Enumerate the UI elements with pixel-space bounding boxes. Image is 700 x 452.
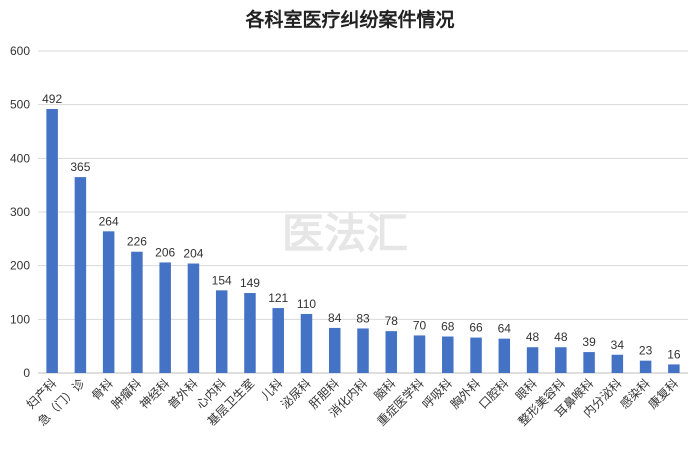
category-label: 呼吸科: [420, 376, 455, 411]
bar: [526, 347, 539, 373]
bar: [244, 293, 256, 373]
bar: [272, 308, 284, 373]
data-label: 16: [667, 347, 681, 361]
bar: [385, 331, 398, 373]
category-label: 普外科: [165, 376, 200, 411]
data-label: 66: [469, 321, 483, 335]
bar: [215, 290, 228, 373]
bar: [498, 338, 511, 373]
gridlines: [38, 50, 688, 374]
bar: [611, 354, 624, 373]
category-label: 肿瘤科: [108, 376, 144, 412]
bar: [46, 108, 58, 374]
bar: [74, 177, 87, 373]
y-tick-label: 100: [10, 312, 30, 326]
data-label: 365: [70, 160, 90, 174]
data-label: 23: [639, 344, 653, 358]
data-label: 110: [297, 297, 316, 311]
y-tick-label: 300: [10, 205, 30, 219]
category-label: 胸外科: [447, 376, 483, 412]
bar: [102, 231, 115, 373]
y-tick-label: 500: [10, 98, 30, 112]
category-label: 口腔科: [475, 376, 511, 412]
bar: [639, 360, 652, 373]
data-label: 83: [356, 311, 370, 325]
y-tick-label: 400: [10, 151, 30, 165]
category-labels: 妇产科急（门）诊 骨科肿瘤科神经科普外科心内科基层卫生室 儿科泌尿科肝胆科消化内科脑…: [24, 376, 681, 429]
y-tick-label: 0: [23, 366, 30, 380]
bar: [131, 251, 143, 373]
data-label: 84: [328, 311, 342, 325]
bar: [583, 352, 595, 373]
bar: [668, 364, 680, 373]
data-label: 154: [212, 273, 232, 287]
data-label: 204: [183, 247, 203, 261]
data-label: 78: [385, 314, 399, 328]
data-label: 264: [99, 214, 119, 228]
data-label: 34: [611, 338, 625, 352]
bar: [413, 335, 426, 373]
chart-title: 各科室医疗纠纷案件情况: [244, 8, 454, 31]
watermark: 医法汇: [282, 209, 408, 258]
bar: [357, 328, 369, 373]
data-label: 70: [413, 318, 427, 332]
bar: [159, 262, 171, 373]
bar: [442, 336, 454, 373]
bar: [328, 327, 341, 373]
y-tick-label: 200: [10, 259, 30, 273]
data-label: 149: [240, 276, 260, 290]
bars: [46, 108, 680, 374]
data-label: 39: [582, 335, 596, 349]
data-labels: 492 365 264 226 206 204 154 149 121 110 84 83 78 70 68…: [42, 92, 681, 361]
data-label: 64: [498, 322, 512, 336]
bar: [300, 313, 313, 373]
bar: [470, 337, 482, 373]
y-tick-label: 600: [10, 44, 30, 58]
category-label: 康复科: [645, 376, 681, 412]
data-label: 48: [526, 330, 540, 344]
data-label: 226: [127, 235, 147, 249]
data-label: 492: [42, 92, 62, 106]
data-label: 68: [441, 320, 455, 334]
bar: [555, 347, 567, 373]
category-label: 泌尿科: [278, 376, 313, 411]
category-label: 感染科: [617, 376, 653, 412]
data-label: 48: [554, 330, 568, 344]
data-label: 121: [268, 291, 288, 305]
data-label: 206: [155, 245, 175, 259]
bar: [187, 263, 200, 373]
y-axis-ticks: 0 100 200 300 400 500 600: [10, 44, 30, 380]
category-label: 神经科: [137, 376, 172, 411]
